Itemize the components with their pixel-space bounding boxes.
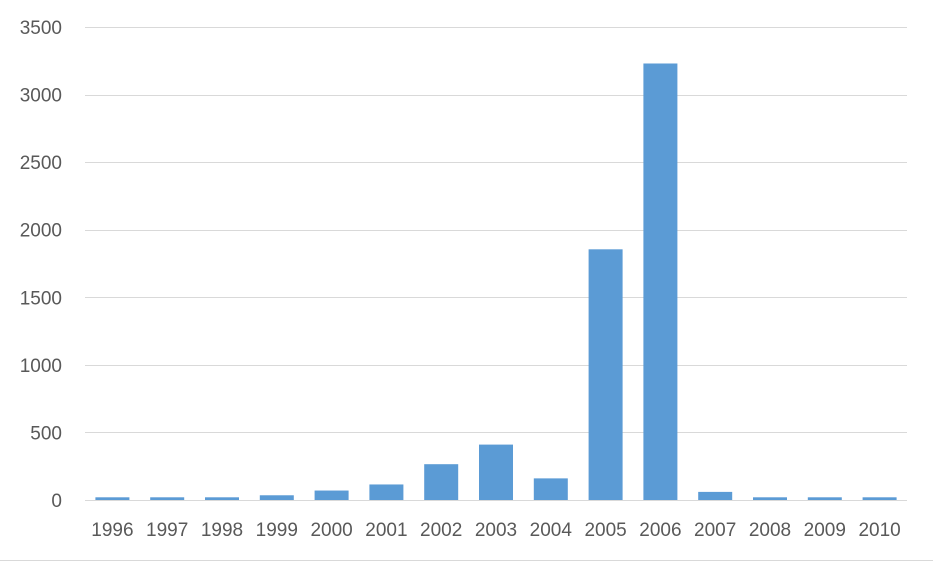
bar-2005: [588, 249, 623, 500]
bar-2004: [533, 478, 568, 500]
x-tick-label: 2010: [858, 520, 900, 541]
x-axis-tick-labels: 1996 1997 1998 1999 2000 2001 2002 2003 2004 2005…: [91, 520, 900, 541]
x-tick-label: 2006: [639, 520, 681, 541]
bar-2009: [807, 497, 842, 500]
y-tick-label: 2000: [20, 221, 62, 242]
gridlines: [85, 27, 907, 501]
bar-1999: [259, 495, 294, 500]
y-tick-label: 3000: [20, 86, 62, 107]
y-tick-label: 1000: [20, 356, 62, 377]
bar-2000: [314, 490, 349, 500]
x-tick-label: 1998: [201, 520, 243, 541]
x-tick-label: 1996: [91, 520, 133, 541]
bar-2001: [369, 484, 404, 500]
x-tick-label: 2008: [749, 520, 791, 541]
y-tick-label: 3500: [20, 18, 62, 39]
x-tick-label: 2005: [584, 520, 626, 541]
bar-2010: [862, 497, 897, 500]
bar-1998: [205, 497, 239, 500]
y-axis-tick-labels: 0 500 1000 1500 2000 2500 3000 3500: [20, 18, 62, 512]
bar-2008: [753, 497, 787, 500]
x-tick-label: 2001: [365, 520, 407, 541]
x-tick-label: 2000: [310, 520, 352, 541]
bars: [95, 63, 897, 500]
bar-1996: [95, 497, 130, 500]
x-tick-label: 1997: [146, 520, 188, 541]
x-tick-label: 1999: [256, 520, 298, 541]
bar-2006: [643, 63, 678, 500]
bar-2002: [424, 464, 459, 500]
y-tick-label: 2500: [20, 153, 62, 174]
bar-2007: [698, 491, 733, 500]
x-tick-label: 2002: [420, 520, 462, 541]
x-tick-label: 2007: [694, 520, 736, 541]
x-tick-label: 2003: [475, 520, 517, 541]
y-tick-label: 1500: [20, 288, 62, 309]
y-tick-label: 500: [30, 423, 62, 444]
bar-1997: [150, 497, 185, 500]
x-tick-label: 2004: [530, 520, 573, 541]
bar-2003: [479, 444, 513, 500]
x-tick-label: 2009: [804, 520, 846, 541]
y-tick-label: 0: [51, 491, 62, 512]
